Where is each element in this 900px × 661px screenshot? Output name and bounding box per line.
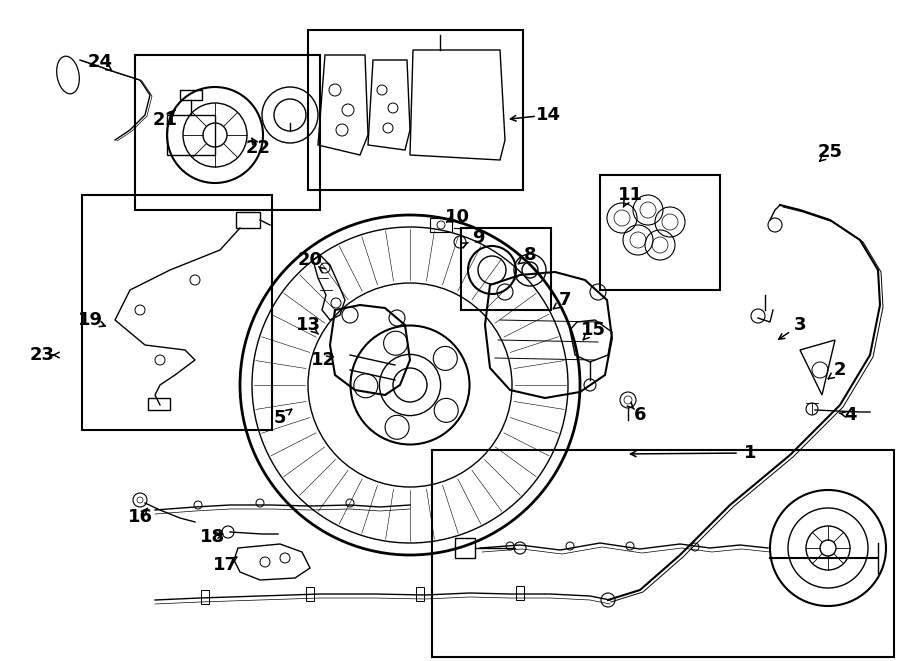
Bar — [236, 212, 260, 228]
Text: 25: 25 — [817, 143, 842, 161]
Text: 10: 10 — [445, 208, 470, 226]
Text: 11: 11 — [617, 186, 643, 204]
Text: 19: 19 — [77, 311, 103, 329]
Text: 15: 15 — [580, 321, 606, 339]
Text: 8: 8 — [524, 246, 536, 264]
Text: 9: 9 — [472, 229, 484, 247]
Text: 21: 21 — [152, 111, 177, 129]
Text: 23: 23 — [30, 346, 55, 364]
Bar — [201, 590, 209, 604]
Text: 13: 13 — [295, 316, 320, 334]
Text: 3: 3 — [794, 316, 806, 334]
Text: 22: 22 — [246, 139, 271, 157]
Bar — [180, 90, 202, 100]
Text: 24: 24 — [87, 53, 112, 71]
Bar — [82, 195, 272, 430]
Bar — [461, 228, 551, 310]
Bar — [516, 586, 524, 600]
Bar — [135, 55, 320, 210]
Text: 20: 20 — [298, 251, 322, 269]
Text: 14: 14 — [536, 106, 561, 124]
Text: 5: 5 — [274, 409, 286, 427]
Text: 1: 1 — [743, 444, 756, 462]
Bar — [432, 450, 894, 657]
Text: 4: 4 — [844, 406, 856, 424]
Bar — [308, 30, 523, 190]
Text: 12: 12 — [310, 351, 336, 369]
Bar — [600, 175, 720, 290]
Bar — [455, 538, 475, 558]
Text: 7: 7 — [559, 291, 572, 309]
Bar — [416, 587, 424, 601]
Bar — [148, 398, 170, 410]
Text: 6: 6 — [634, 406, 646, 424]
Bar — [306, 587, 314, 601]
Bar — [430, 218, 452, 232]
Text: 2: 2 — [833, 361, 846, 379]
Text: 16: 16 — [128, 508, 152, 526]
Text: 17: 17 — [212, 556, 238, 574]
Text: 18: 18 — [200, 528, 225, 546]
Bar — [167, 115, 215, 155]
